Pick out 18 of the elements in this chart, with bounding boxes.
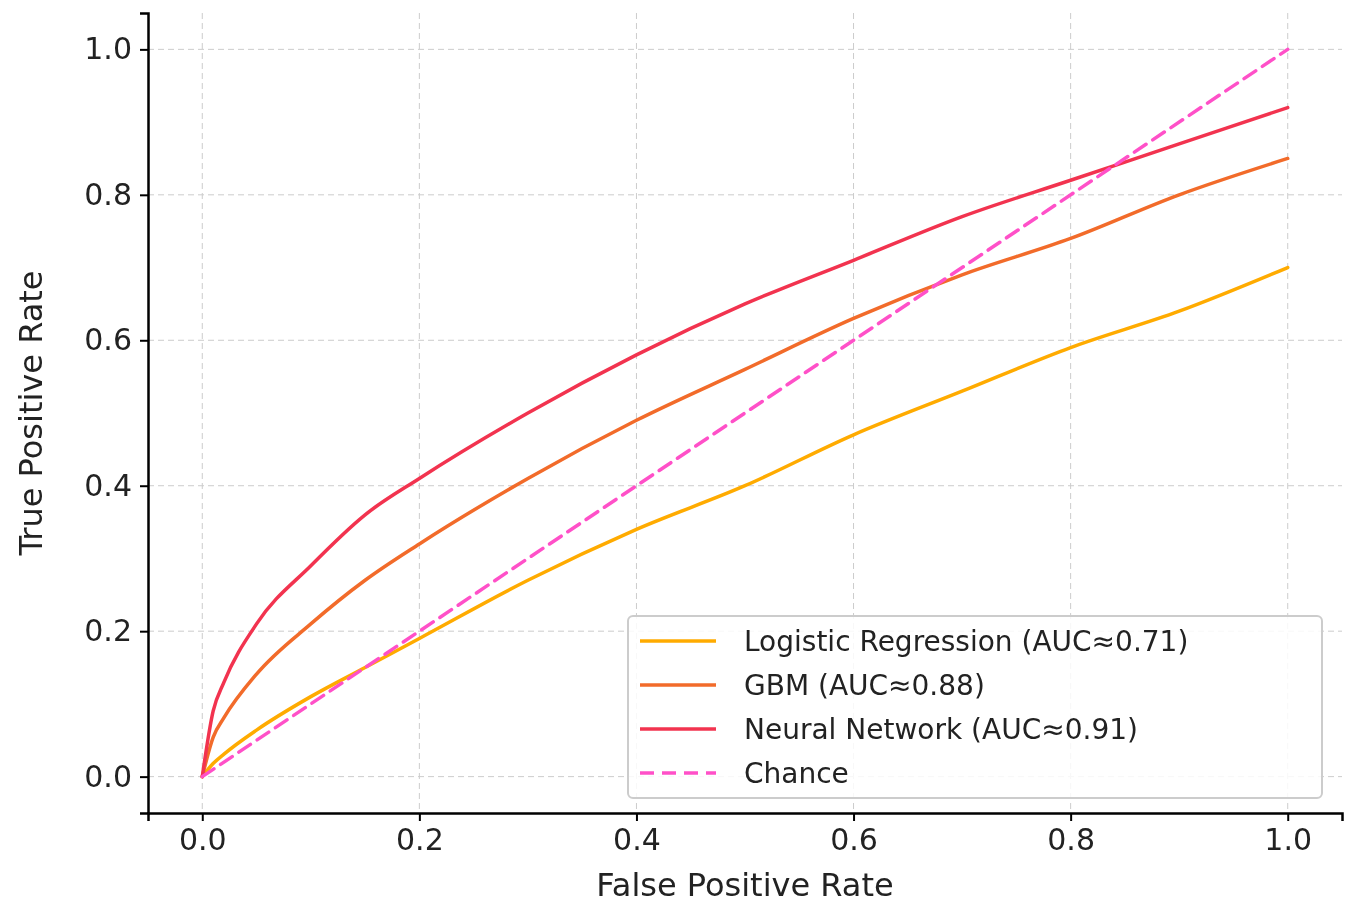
y-tick-label: 0.8 <box>84 176 132 212</box>
legend-label: Neural Network (AUC≈0.91) <box>744 713 1138 746</box>
x-tick-label: 0.4 <box>613 822 661 858</box>
y-axis-title: True Positive Rate <box>12 270 50 557</box>
y-tick-label: 1.0 <box>84 31 132 67</box>
legend-label: Logistic Regression (AUC≈0.71) <box>744 625 1189 658</box>
y-tick-label: 0.2 <box>84 613 132 649</box>
x-tick-label: 0.2 <box>396 822 444 858</box>
y-tick-label: 0.6 <box>84 322 132 358</box>
x-tick-label: 0.6 <box>830 822 878 858</box>
x-tick-label: 0.0 <box>178 822 227 858</box>
y-tick-label: 0.4 <box>84 467 132 503</box>
x-tick-label: 1.0 <box>1264 822 1313 858</box>
x-axis-title: False Positive Rate <box>596 866 894 903</box>
legend-label: GBM (AUC≈0.88) <box>744 669 985 702</box>
y-tick-label: 0.0 <box>84 758 132 794</box>
legend-label: Chance <box>744 757 849 790</box>
x-tick-label: 0.8 <box>1047 822 1095 858</box>
